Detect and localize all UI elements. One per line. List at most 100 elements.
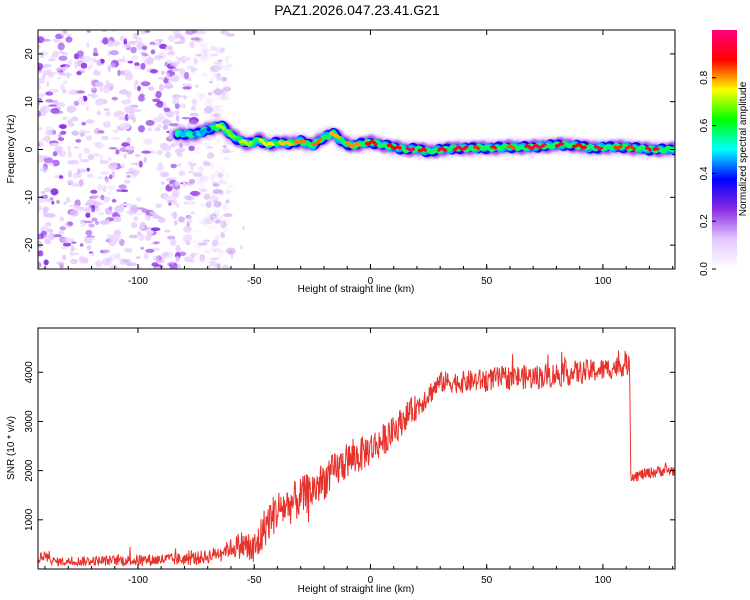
noise-blob [202,221,210,226]
noise-blob [209,46,218,52]
noise-blob [60,237,70,243]
noise-blob [66,196,71,203]
noise-blob [140,246,144,250]
noise-blob [213,170,222,178]
noise-blob [215,215,224,223]
ridge-peak-segment [437,146,448,152]
noise-blob [208,174,215,181]
noise-blob [224,63,234,68]
noise-blob [213,105,223,108]
noise-blob [218,180,228,185]
noise-blob [136,231,142,236]
colorbar-scale [712,30,737,269]
noise-blob [120,122,130,130]
noise-blob [129,204,139,212]
noise-blob [151,262,159,267]
noise-blob [79,168,86,173]
noise-blob [108,206,113,211]
noise-blob [38,110,42,117]
noise-blob [132,32,139,38]
noise-blob [220,96,225,100]
noise-blob [134,153,141,158]
noise-blob [54,110,64,114]
noise-blob [166,50,175,57]
noise-blob [172,61,179,68]
noise-blob [154,127,161,132]
noise-blob [193,148,202,155]
noise-blob [141,53,149,57]
noise-blob [78,179,84,187]
noise-blob [213,72,219,77]
noise-blob [131,169,140,176]
noise-blob [150,227,161,231]
noise-blob [119,189,129,193]
noise-blob [66,33,72,37]
noise-blob [216,78,221,82]
noise-blob [191,106,195,111]
noise-blob [173,41,184,45]
noise-speck [242,226,245,230]
noise-blob [216,236,220,244]
noise-blob [130,222,138,229]
noise-blob [188,77,192,82]
noise-blob [144,234,152,241]
noise-blob [38,97,42,102]
noise-blob [199,203,208,206]
noise-blob [182,86,192,90]
noise-blob [212,209,220,216]
noise-blob [204,249,211,254]
noise-blob [108,174,113,180]
noise-blob [179,103,187,109]
spectrogram-ridge [169,117,675,161]
ridge-peak-segment [539,143,547,149]
noise-blob [163,229,171,233]
noise-blob [209,113,217,118]
noise-blob [185,240,191,246]
noise-blob [38,77,46,84]
noise-blob [94,261,101,265]
noise-blob [56,199,60,204]
noise-blob [104,80,111,84]
noise-blob [141,45,148,51]
noise-blob [216,73,222,81]
noise-blob [205,96,212,104]
noise-blob [219,171,224,177]
noise-blob [45,221,52,227]
ridge-start-blob [206,126,212,132]
noise-blob [84,220,93,224]
noise-blob [197,181,206,186]
noise-blob [137,94,145,102]
ridge-peak-segment [555,142,564,148]
noise-blob [96,183,103,191]
noise-blob [152,255,160,261]
noise-speck [240,245,243,250]
noise-blob [58,133,62,139]
noise-blob [223,156,229,160]
noise-blob [71,130,79,136]
noise-blob [202,72,207,78]
noise-blob [216,263,221,269]
noise-blob [122,44,131,49]
noise-blob [213,112,220,118]
x-tick-label: 0 [368,575,374,586]
colorbar-ticks: 0.0 0.2 0.4 0.6 0.8 [699,70,716,276]
noise-blob [193,91,202,94]
noise-blob [181,117,191,120]
noise-blob [41,38,51,42]
noise-blob [79,129,87,137]
snr-y-label: SNR (10 * v/v) [6,416,17,480]
ridge-peak-segment [405,146,415,152]
noise-blob [141,150,152,154]
noise-blob [188,145,195,151]
noise-blob [218,250,228,253]
noise-blob [174,102,180,110]
noise-blob [155,203,163,209]
noise-blob [38,93,46,98]
noise-blob [85,119,95,124]
noise-blob [47,58,57,62]
noise-blob [210,53,218,57]
noise-blob [38,204,42,212]
noise-blob [188,170,195,174]
noise-blob [109,264,119,269]
